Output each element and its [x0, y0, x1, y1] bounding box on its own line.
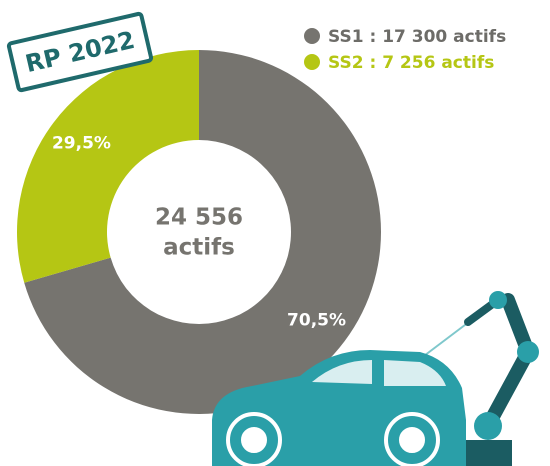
value-label: 29,5%	[52, 134, 111, 154]
robot-joint	[474, 412, 502, 440]
robot-joint	[489, 291, 507, 309]
donut-chart: 70,5% 29,5% 24 556 actifs SS1 : 17 300 actif…	[17, 27, 506, 415]
legend-entry: SS1 : 17 300 actifs	[328, 27, 506, 47]
legend-dot	[304, 28, 320, 44]
car-robot-illustration	[212, 291, 539, 466]
robot-joint	[517, 341, 539, 363]
badge: RP 2022	[6, 11, 154, 93]
robot-base	[466, 440, 512, 466]
center-label: 24 556	[155, 205, 243, 231]
badge-frame	[6, 11, 154, 93]
value-label: 70,5%	[287, 310, 346, 330]
car-window	[312, 360, 446, 386]
legend-entry: SS2 : 7 256 actifs	[328, 53, 494, 73]
car-wheel-hub	[395, 423, 429, 457]
legend-dot	[304, 54, 320, 70]
center-label: actifs	[163, 235, 235, 261]
wedge	[24, 50, 382, 415]
wedge	[17, 50, 199, 283]
car-wheel-hub	[237, 423, 271, 457]
